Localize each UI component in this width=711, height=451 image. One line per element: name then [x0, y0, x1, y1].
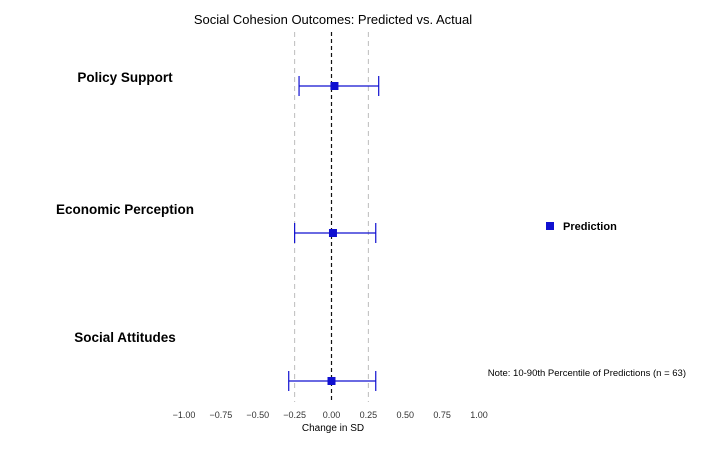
x-tick-label: −0.75 — [209, 410, 232, 420]
x-tick-label: −0.50 — [246, 410, 269, 420]
prediction-point — [328, 229, 337, 237]
x-tick-label: −0.25 — [283, 410, 306, 420]
category-label-policy-support: Policy Support — [77, 70, 173, 85]
x-tick-label: 0.75 — [433, 410, 451, 420]
chart-note: Note: 10-90th Percentile of Predictions … — [488, 368, 686, 379]
prediction-series — [288, 76, 380, 391]
x-tick-label: 0.50 — [396, 410, 414, 420]
prediction-interval-3 — [288, 371, 377, 391]
x-tick-label: 0.00 — [323, 410, 341, 420]
x-tick-label: −1.00 — [173, 410, 196, 420]
legend-marker — [546, 222, 554, 230]
category-label-social-attitudes: Social Attitudes — [74, 330, 176, 345]
category-label-economic-perception: Economic Perception — [56, 202, 194, 217]
reference-lines — [294, 32, 369, 402]
legend-label: Prediction — [563, 221, 617, 233]
x-axis-ticks: −1.00 −0.75 −0.50 −0.25 0.00 0.25 0.50 0.75 1.00 — [173, 410, 488, 420]
prediction-point — [327, 377, 336, 385]
legend: Prediction — [546, 221, 617, 233]
prediction-interval-1 — [298, 76, 380, 96]
x-axis-title: Change in SD — [302, 423, 364, 434]
prediction-interval-2 — [294, 223, 377, 243]
chart-title: Social Cohesion Outcomes: Predicted vs. … — [194, 12, 472, 27]
x-tick-label: 0.25 — [360, 410, 378, 420]
prediction-point — [330, 82, 339, 90]
x-tick-label: 1.00 — [470, 410, 488, 420]
